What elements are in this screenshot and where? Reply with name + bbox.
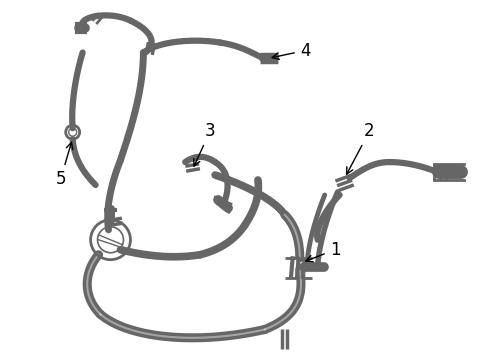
Text: 1: 1 bbox=[306, 241, 340, 262]
Text: 5: 5 bbox=[55, 142, 73, 188]
Text: 4: 4 bbox=[272, 41, 310, 59]
Text: 3: 3 bbox=[194, 122, 216, 166]
Text: 2: 2 bbox=[346, 122, 375, 174]
